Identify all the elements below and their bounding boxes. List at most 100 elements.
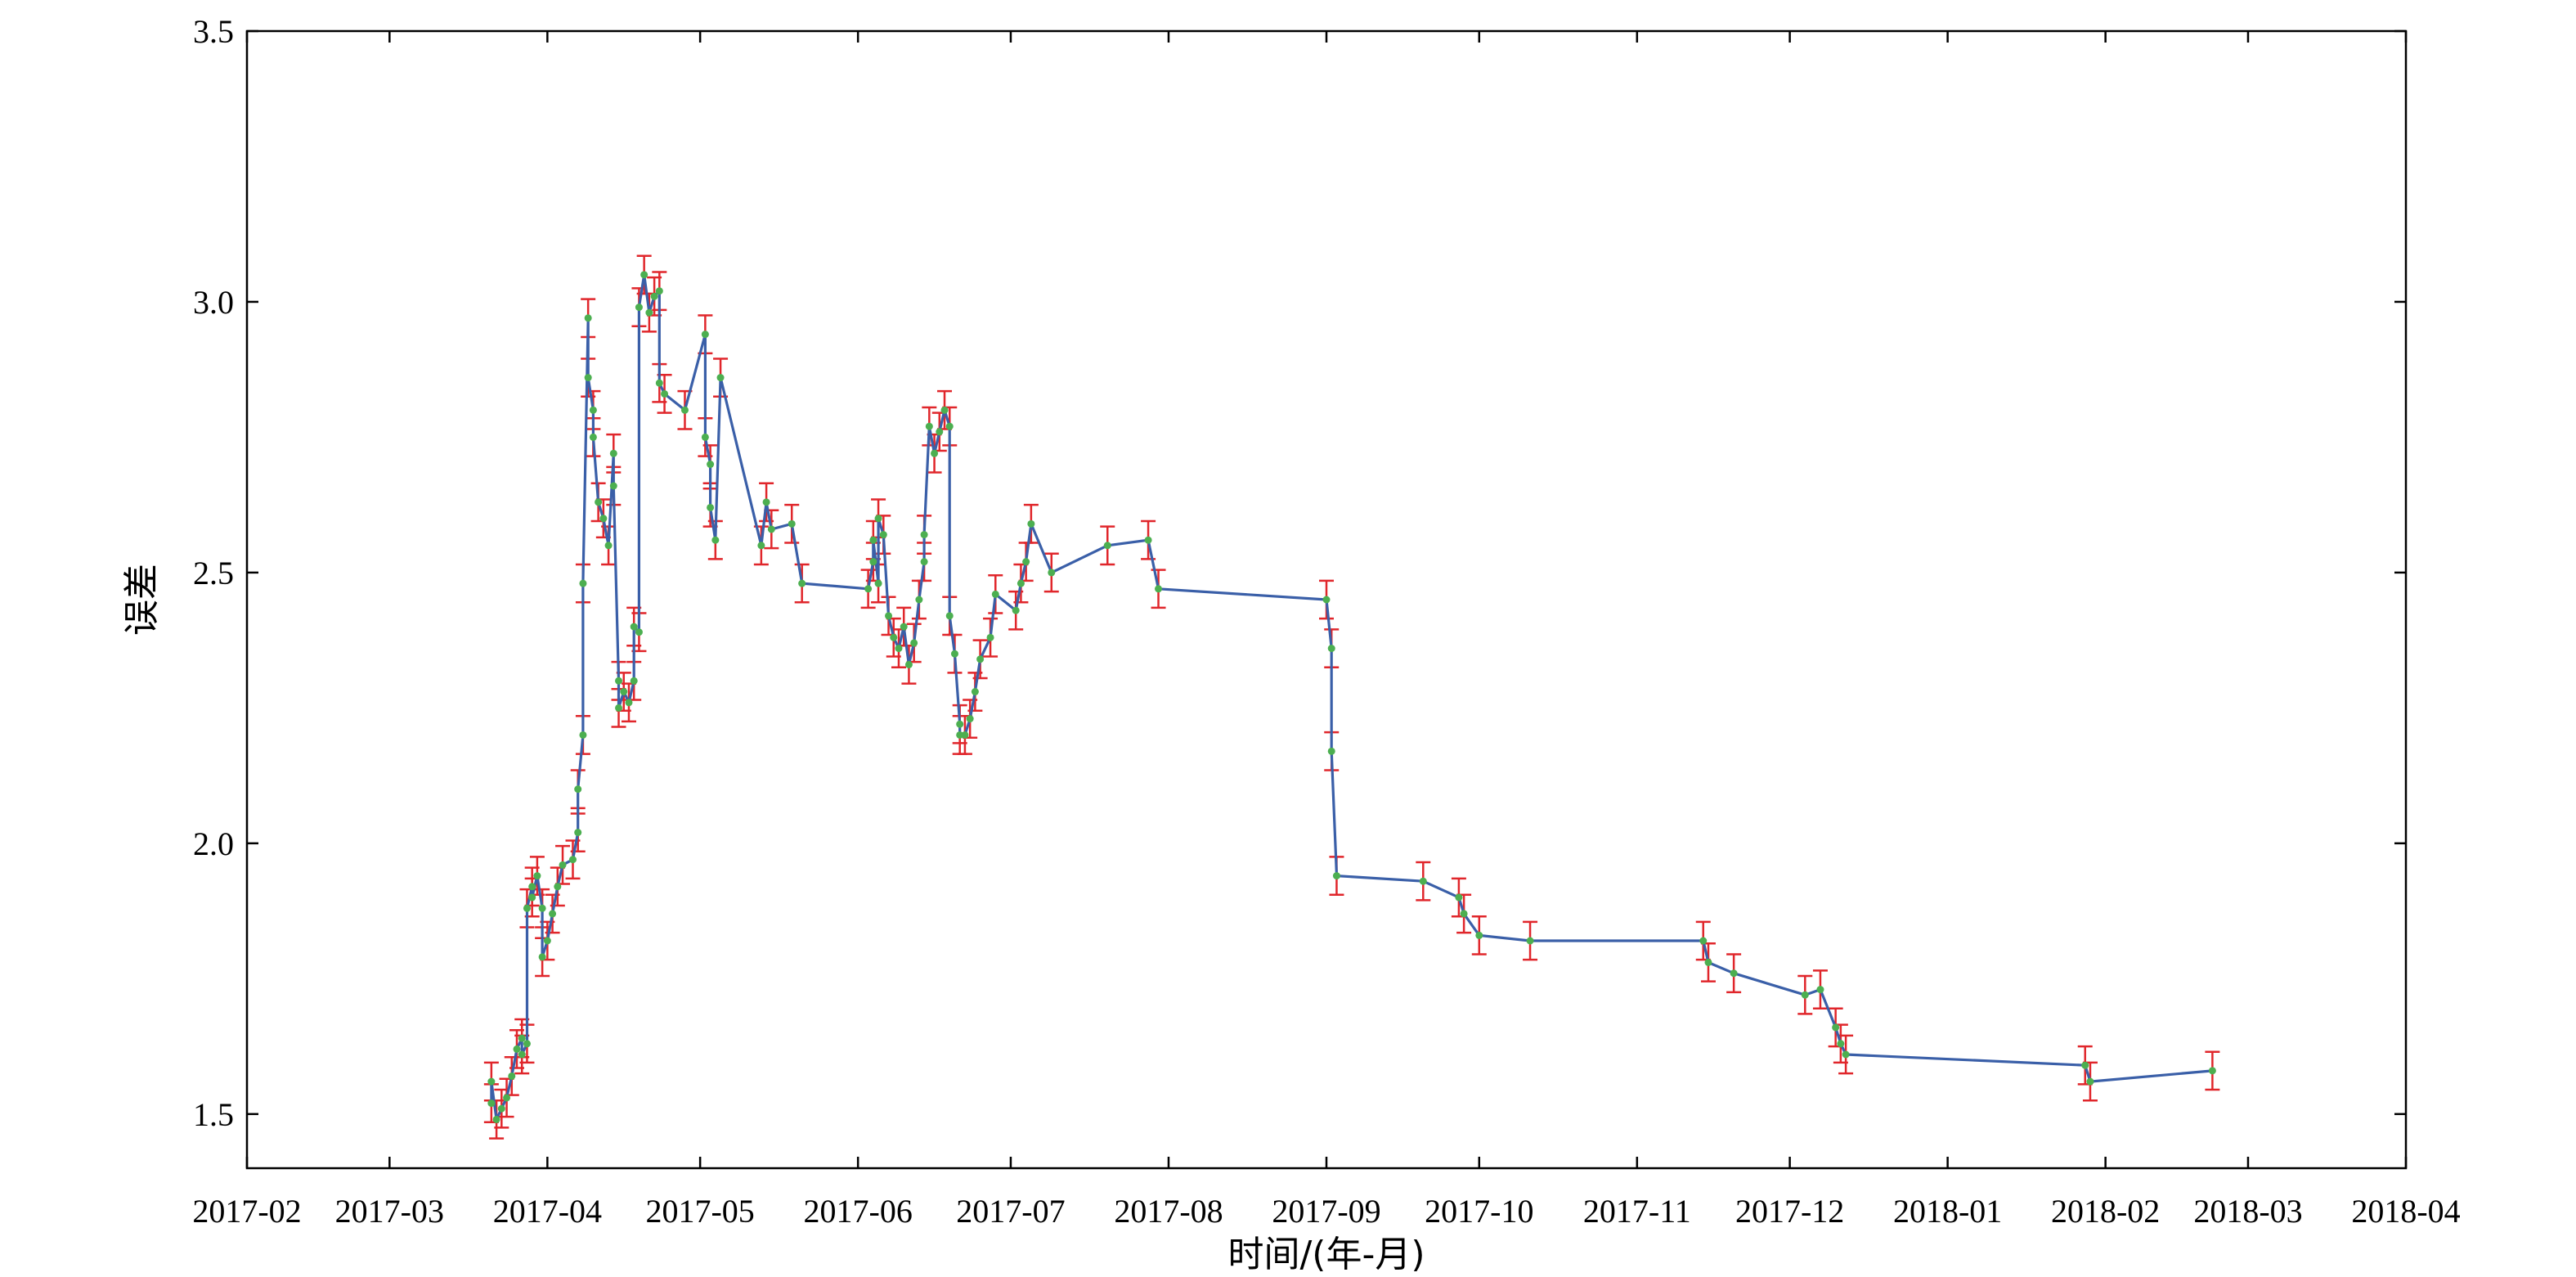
- data-point: [589, 406, 597, 414]
- data-point: [543, 937, 551, 945]
- data-point: [757, 542, 765, 550]
- data-point: [518, 1034, 526, 1042]
- data-point: [991, 590, 999, 598]
- data-point: [956, 731, 964, 739]
- data-point: [976, 655, 985, 663]
- data-point: [931, 449, 939, 457]
- y-tick-label: 1.5: [193, 1096, 234, 1133]
- data-point: [589, 433, 597, 441]
- data-point: [492, 1115, 500, 1123]
- data-point: [640, 271, 648, 279]
- data-point: [1155, 585, 1163, 593]
- data-point: [2086, 1077, 2094, 1086]
- data-point: [1837, 1040, 1845, 1048]
- x-tick-label: 2017-10: [1425, 1193, 1533, 1230]
- data-point: [986, 633, 994, 641]
- data-point: [523, 1040, 531, 1048]
- data-point: [920, 558, 928, 566]
- data-point: [701, 433, 709, 441]
- data-point: [1022, 558, 1030, 566]
- x-tick-label: 2017-02: [192, 1193, 301, 1230]
- data-point: [1103, 542, 1111, 550]
- data-point: [630, 623, 638, 631]
- data-point: [528, 883, 536, 891]
- data-point: [661, 389, 669, 398]
- data-point: [920, 531, 928, 539]
- data-point: [711, 536, 720, 544]
- data-point: [879, 531, 887, 539]
- data-point: [1016, 579, 1025, 587]
- data-point: [936, 428, 944, 436]
- x-tick-label: 2017-08: [1114, 1193, 1223, 1230]
- data-point: [945, 612, 954, 620]
- data-point: [645, 308, 653, 317]
- x-tick-label: 2017-09: [1272, 1193, 1380, 1230]
- data-point: [925, 422, 933, 430]
- data-point: [655, 287, 663, 295]
- data-point: [538, 953, 546, 961]
- data-point: [487, 1077, 496, 1086]
- data-point: [1322, 596, 1331, 604]
- data-point: [971, 688, 979, 696]
- data-point: [895, 645, 903, 653]
- y-tick-label: 3.0: [193, 284, 234, 321]
- x-tick-label: 2017-11: [1583, 1193, 1691, 1230]
- data-point: [508, 1072, 516, 1080]
- y-axis: 1.5 2.0 2.5 3.0 3.5: [193, 13, 2406, 1133]
- data-point: [1144, 536, 1152, 544]
- x-tick-label: 2017-07: [956, 1193, 1065, 1230]
- data-point: [798, 579, 806, 587]
- data-point: [497, 1104, 505, 1113]
- series-layer: [483, 254, 2220, 1140]
- data-point: [707, 461, 715, 469]
- data-point: [1048, 569, 1056, 577]
- x-tick-label: 2017-12: [1735, 1193, 1844, 1230]
- data-point: [956, 720, 964, 728]
- data-point: [609, 482, 617, 490]
- data-point: [584, 314, 592, 322]
- data-point: [869, 536, 877, 544]
- y-tick-label: 3.5: [193, 13, 234, 50]
- data-point: [1842, 1050, 1850, 1059]
- data-point: [966, 715, 974, 723]
- data-point: [1327, 747, 1335, 755]
- data-point: [513, 1045, 521, 1053]
- data-point: [1460, 910, 1468, 918]
- y-tick-label: 2.0: [193, 825, 234, 862]
- data-point: [767, 525, 775, 533]
- data-point: [615, 704, 623, 712]
- data-point: [904, 660, 913, 668]
- data-point: [620, 688, 628, 696]
- data-point: [1027, 519, 1035, 528]
- data-point: [1832, 1023, 1840, 1032]
- x-tick-label: 2017-06: [804, 1193, 913, 1230]
- data-point: [579, 579, 587, 587]
- data-point: [961, 731, 969, 739]
- x-tick-label: 2017-05: [645, 1193, 754, 1230]
- data-point: [538, 904, 546, 912]
- data-point: [604, 542, 613, 550]
- data-point: [595, 498, 603, 506]
- data-point: [630, 677, 638, 685]
- data-point: [874, 515, 882, 523]
- x-tick-label: 2018-01: [1893, 1193, 2002, 1230]
- data-point: [910, 639, 918, 647]
- x-tick-label: 2018-03: [2193, 1193, 2302, 1230]
- y-axis-title: 误差: [121, 564, 163, 636]
- data-point: [940, 406, 949, 414]
- data-point: [874, 579, 882, 587]
- data-point: [503, 1094, 511, 1102]
- data-point: [1455, 893, 1463, 902]
- data-point: [885, 612, 893, 620]
- data-point: [864, 585, 873, 593]
- data-point: [599, 515, 608, 523]
- data-point: [869, 558, 877, 566]
- data-point: [1332, 872, 1340, 880]
- data-point: [518, 1050, 526, 1059]
- data-point: [1704, 958, 1712, 966]
- data-point: [533, 872, 541, 880]
- data-point: [615, 677, 623, 685]
- data-point: [574, 785, 582, 794]
- data-point: [890, 633, 898, 641]
